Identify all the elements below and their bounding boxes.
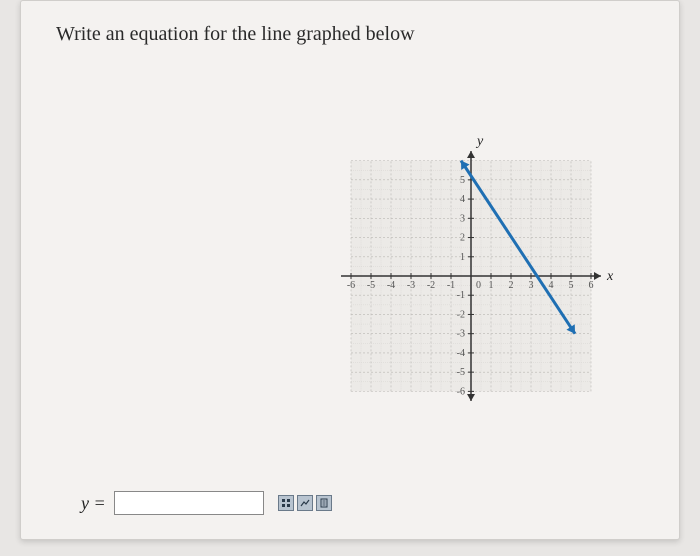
svg-text:-3: -3 xyxy=(457,329,465,340)
svg-text:-1: -1 xyxy=(457,290,465,301)
help-icon[interactable] xyxy=(316,495,332,511)
svg-text:6: 6 xyxy=(589,280,594,291)
svg-text:2: 2 xyxy=(509,280,514,291)
svg-text:-4: -4 xyxy=(457,348,465,359)
svg-text:3: 3 xyxy=(529,280,534,291)
svg-text:-6: -6 xyxy=(457,386,465,397)
svg-text:2: 2 xyxy=(460,233,465,244)
svg-text:-3: -3 xyxy=(407,280,415,291)
coordinate-graph: -6-5-4-3-2-10123456-6-5-4-3-2-112345xy xyxy=(321,131,621,421)
svg-text:-4: -4 xyxy=(387,280,395,291)
answer-input[interactable] xyxy=(114,491,264,515)
svg-text:-6: -6 xyxy=(347,280,355,291)
svg-text:-5: -5 xyxy=(457,367,465,378)
svg-text:0: 0 xyxy=(476,280,481,291)
svg-text:-5: -5 xyxy=(367,280,375,291)
svg-text:1: 1 xyxy=(489,280,494,291)
input-tool-icons xyxy=(278,495,332,511)
svg-text:x: x xyxy=(606,269,614,284)
svg-text:4: 4 xyxy=(549,280,554,291)
graph-icon[interactable] xyxy=(297,495,313,511)
svg-text:5: 5 xyxy=(569,280,574,291)
svg-text:-2: -2 xyxy=(457,309,465,320)
svg-text:3: 3 xyxy=(460,213,465,224)
answer-row: y = xyxy=(81,491,332,515)
svg-text:-1: -1 xyxy=(447,280,455,291)
answer-lhs-label: y = xyxy=(81,493,106,514)
worksheet-card: Write an equation for the line graphed b… xyxy=(20,0,680,540)
svg-text:y: y xyxy=(475,134,484,149)
svg-text:4: 4 xyxy=(460,194,465,205)
keypad-icon[interactable] xyxy=(278,495,294,511)
question-prompt: Write an equation for the line graphed b… xyxy=(56,23,415,46)
svg-text:-2: -2 xyxy=(427,280,435,291)
svg-text:1: 1 xyxy=(460,252,465,263)
svg-text:5: 5 xyxy=(460,175,465,186)
